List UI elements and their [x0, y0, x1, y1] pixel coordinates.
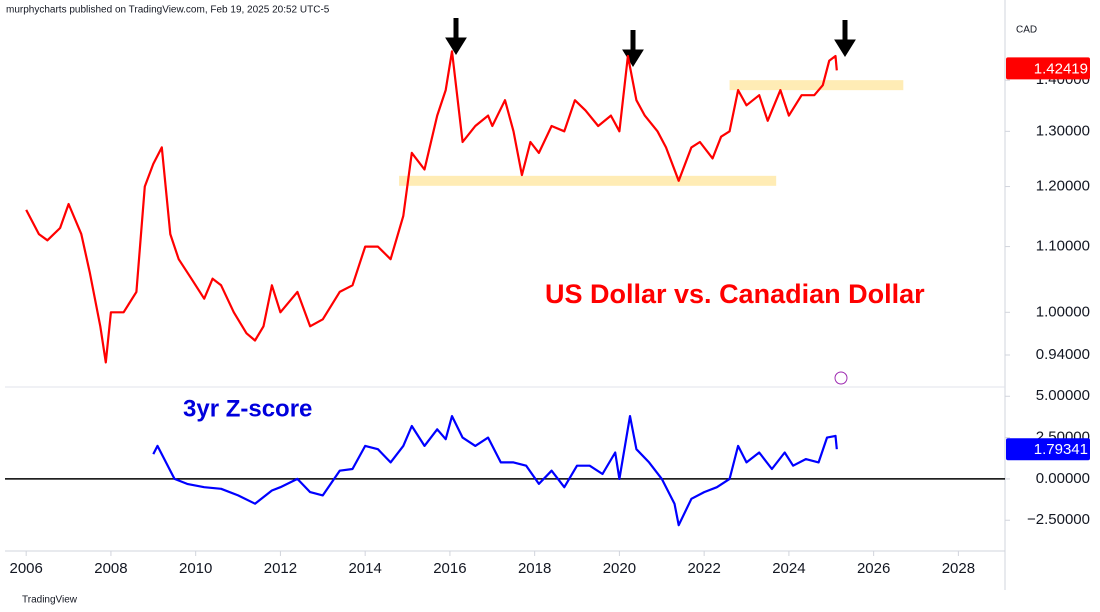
- event-icon[interactable]: [834, 371, 848, 385]
- last-value-label: 1.79341: [1034, 441, 1088, 458]
- support-zone: [399, 175, 777, 186]
- data-line: [152, 415, 838, 527]
- y-tick-label: 0.00000: [1036, 470, 1090, 487]
- x-tick-label: 2022: [687, 560, 720, 577]
- y-tick-label: 1.20000: [1036, 178, 1090, 195]
- publish-header: murphycharts published on TradingView.co…: [6, 5, 330, 16]
- pane-title: 3yr Z-score: [183, 395, 312, 422]
- x-tick-label: 2016: [433, 560, 466, 577]
- y-tick-label: 0.94000: [1036, 346, 1090, 363]
- arrows: [445, 18, 856, 67]
- y-tick-label: −2.50000: [1027, 511, 1090, 528]
- chart-title: US Dollar vs. Canadian Dollar: [545, 279, 925, 309]
- last-value-box: [1006, 438, 1090, 461]
- y-tick-label: 5.00000: [1036, 387, 1090, 404]
- y-tick-label: 1.10000: [1036, 238, 1090, 255]
- support-zone: [729, 80, 904, 91]
- last-value-box: [1006, 57, 1090, 80]
- x-tick-label: 2006: [9, 560, 42, 577]
- x-tick-label: 2028: [942, 560, 975, 577]
- arrow: [834, 20, 856, 57]
- last-value-label: 1.42419: [1034, 60, 1088, 77]
- currency-label: CAD: [1016, 25, 1037, 36]
- x-tick-label: 2024: [772, 560, 805, 577]
- footer-logo: TradingView: [22, 595, 78, 606]
- x-tick-label: 2020: [603, 560, 636, 577]
- arrow: [445, 18, 467, 55]
- x-tick-label: 2008: [94, 560, 127, 577]
- x-tick-label: 2026: [857, 560, 890, 577]
- y-tick-label: 1.30000: [1036, 122, 1090, 139]
- x-tick-label: 2010: [179, 560, 212, 577]
- x-tick-label: 2012: [264, 560, 297, 577]
- y-tick-label: 1.00000: [1036, 303, 1090, 320]
- data-line: [25, 50, 838, 364]
- x-tick-label: 2014: [348, 560, 381, 577]
- x-tick-label: 2018: [518, 560, 551, 577]
